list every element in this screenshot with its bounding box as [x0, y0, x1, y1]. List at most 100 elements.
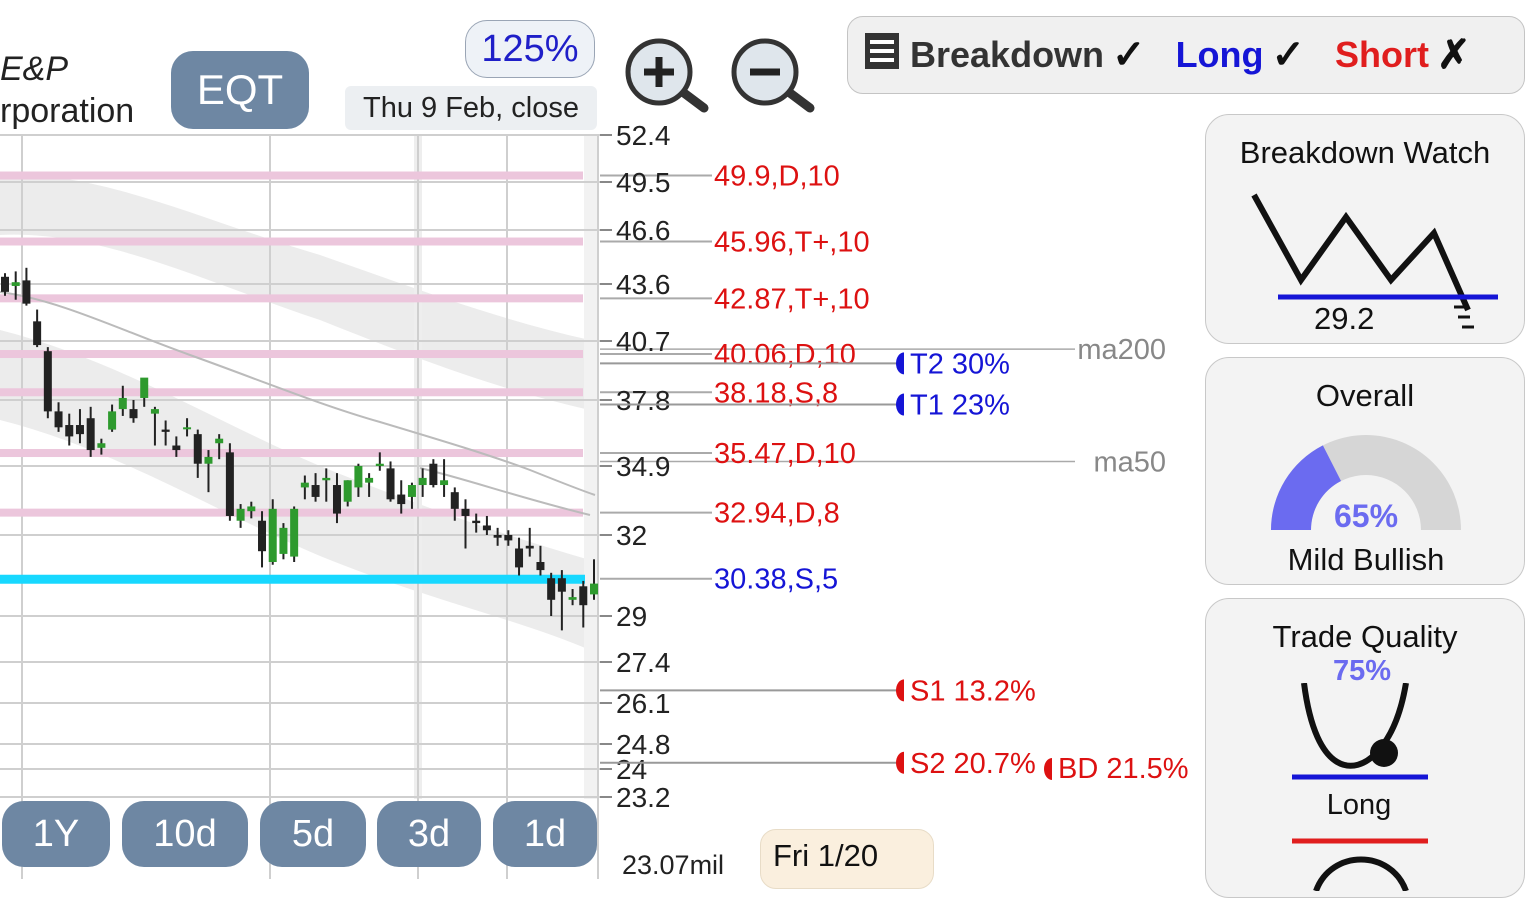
- target-marker-icon: [896, 352, 904, 375]
- y-tick-label: 26.1: [616, 688, 671, 719]
- candle-body: [354, 466, 363, 488]
- level-bar: [0, 574, 585, 584]
- level-bar: [0, 449, 583, 458]
- candle-body: [150, 409, 159, 414]
- candle-body: [536, 562, 545, 571]
- target-marker-icon: [896, 751, 904, 774]
- menu-icon[interactable]: [864, 32, 900, 79]
- level-bar: [0, 171, 583, 180]
- range-1y-button[interactable]: 1Y: [2, 801, 110, 867]
- candle-body: [161, 429, 170, 432]
- candle-body: [386, 468, 395, 500]
- candle-body: [204, 456, 213, 464]
- ma-label: ma200: [1077, 334, 1166, 366]
- level-label: 45.96,T+,10: [714, 227, 870, 259]
- toggle-long[interactable]: Long ✓: [1176, 32, 1305, 78]
- grid-layer: [0, 134, 600, 879]
- candle-body: [418, 477, 427, 486]
- y-tick-label: 27.4: [616, 647, 671, 678]
- trade-quality-percent: 75%: [1332, 655, 1392, 687]
- zoom-in-icon[interactable]: [622, 34, 712, 114]
- check-icon: ✓: [1271, 33, 1306, 77]
- volume-label: 23.07mil: [622, 850, 725, 880]
- level-label: 40.06,D,10: [714, 339, 856, 371]
- candle-body: [515, 548, 524, 568]
- trade-quality-pattern-icon: [1292, 683, 1428, 780]
- toggle-breakdown-label: Breakdown: [910, 34, 1105, 75]
- ma-label: ma50: [1093, 446, 1166, 478]
- candle-body: [215, 438, 224, 444]
- range-1d-button[interactable]: 1d: [493, 801, 597, 867]
- target-label: T2 30%: [910, 348, 1010, 380]
- y-tick-label: 24: [616, 754, 647, 785]
- candle-body: [108, 411, 117, 430]
- candle-body: [397, 494, 406, 505]
- candles-layer: [1, 267, 598, 631]
- candle-body: [183, 427, 192, 430]
- candle-body: [118, 397, 127, 410]
- overall-gauge: [1271, 435, 1461, 530]
- zoom-level[interactable]: 125%: [465, 20, 595, 78]
- target-marker-icon: [896, 679, 904, 702]
- moving-average-layer: ma200 ma50: [0, 291, 1166, 516]
- candle-body: [43, 351, 52, 412]
- trade-quality-panel[interactable]: Trade Quality 75% Long: [1205, 598, 1525, 898]
- breakdown-watch-panel[interactable]: Breakdown Watch 29.2: [1205, 114, 1525, 344]
- target-marker-icon: [1044, 758, 1052, 780]
- candle-body: [290, 508, 299, 557]
- short-pattern-icon: [1292, 838, 1428, 891]
- range-5d-button[interactable]: 5d: [260, 801, 366, 867]
- overall-panel[interactable]: Overall 65% Mild Bullish: [1205, 357, 1525, 585]
- target-label: T1 23%: [910, 390, 1010, 422]
- ticker-button[interactable]: EQT: [171, 51, 309, 129]
- range-10d-button[interactable]: 10d: [122, 801, 248, 867]
- trade-quality-label: Long: [1326, 789, 1392, 821]
- candle-body: [365, 477, 374, 483]
- lower-band: [0, 330, 590, 650]
- candle-body: [65, 425, 74, 437]
- candle-body: [472, 520, 481, 524]
- candle-body: [482, 525, 491, 531]
- gauge-fill: [1271, 445, 1342, 530]
- y-tick-label: 43.6: [616, 269, 671, 300]
- candle-body: [22, 280, 31, 304]
- range-3d-button[interactable]: 3d: [377, 801, 481, 867]
- candle-body: [450, 492, 459, 509]
- candle-body: [504, 535, 513, 541]
- candle-body: [258, 520, 267, 552]
- candle-body: [86, 418, 95, 451]
- price-chart[interactable]: ma200 ma50 52.4 49.5 46.6 43.6 40.7 37.8 34.9 32…: [0, 0, 1527, 879]
- candle-body: [193, 434, 202, 464]
- candle-body: [332, 485, 341, 514]
- level-bar: [0, 294, 583, 303]
- toggle-short-label: Short: [1335, 34, 1430, 75]
- level-label: 42.87,T+,10: [714, 283, 870, 315]
- y-tick-label: 24.8: [616, 729, 671, 760]
- breakdown-watch-value: 29.2: [1314, 301, 1375, 336]
- level-bar: [0, 237, 583, 246]
- level-label: 32.94,D,8: [714, 498, 840, 530]
- level-label: 30.38,S,5: [714, 564, 838, 596]
- overall-title: Overall: [1315, 378, 1415, 413]
- level-labels: 49.9,D,10 45.96,T+,10 42.87,T+,10 40.06,D,1…: [714, 161, 870, 596]
- target-label: BD 21.5%: [1058, 753, 1189, 785]
- candle-body: [300, 482, 309, 488]
- candle-body: [590, 583, 598, 595]
- overall-percent: 65%: [1333, 498, 1399, 534]
- company-name-line2: rporation: [0, 92, 135, 130]
- candle-body: [375, 463, 384, 466]
- trade-quality-title: Trade Quality: [1272, 619, 1458, 654]
- toggle-short[interactable]: Short ✗: [1335, 32, 1471, 78]
- toggle-breakdown[interactable]: Breakdown ✓: [910, 32, 1146, 78]
- candle-body: [97, 443, 106, 448]
- hover-date: Fri 1/20: [760, 829, 934, 889]
- level-label: 35.47,D,10: [714, 438, 856, 470]
- toggle-long-label: Long: [1175, 34, 1264, 75]
- candle-body: [11, 282, 20, 286]
- candle-body: [268, 508, 277, 562]
- candle-body: [75, 425, 84, 435]
- cross-icon: ✗: [1437, 33, 1471, 77]
- candle-body: [140, 377, 149, 398]
- zoom-out-icon[interactable]: [728, 34, 818, 114]
- candle-body: [33, 321, 42, 346]
